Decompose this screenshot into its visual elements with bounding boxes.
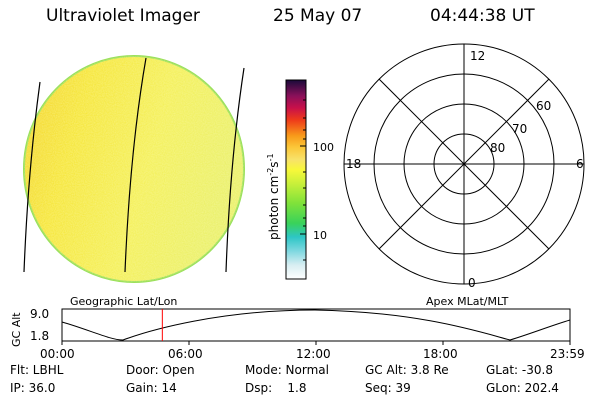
colorbar-tick-10: 10	[313, 229, 327, 242]
time-tick-1200: 12:00	[296, 347, 331, 361]
mode-info: Mode: Normal	[245, 363, 329, 377]
uv-disk-image	[23, 55, 245, 283]
time-tick-2359: 23:59	[550, 347, 585, 361]
orbit-timeline: Geographic Lat/Lon Apex MLat/MLT GC Alt …	[10, 295, 585, 361]
polar-plot	[343, 43, 585, 285]
seq-info: Seq: 39	[365, 381, 411, 395]
mlt-12-label: 12	[470, 49, 485, 63]
time-tick-0600: 06:00	[168, 347, 203, 361]
altitude-curve	[61, 309, 571, 341]
mlat-80-label: 80	[490, 141, 505, 155]
filter-info: Flt: LBHL	[10, 363, 64, 377]
date-label: 25 May 07	[273, 6, 363, 26]
mlt-18-label: 18	[346, 157, 361, 171]
colorbar-unit-label: photon cm-2s-1	[266, 153, 281, 240]
mlat-70-label: 70	[512, 122, 527, 136]
apex-caption: Apex MLat/MLT	[426, 295, 509, 308]
gc-alt-info: GC Alt: 3.8 Re	[365, 363, 449, 377]
dsp-info: Dsp: 1.8	[245, 381, 307, 395]
instrument-title: Ultraviolet Imager	[46, 6, 200, 26]
y-top-label: 9.0	[30, 307, 49, 321]
time-tick-1800: 18:00	[423, 347, 458, 361]
door-info: Door: Open	[126, 363, 195, 377]
ip-info: IP: 36.0	[10, 381, 56, 395]
colorbar-tick-100: 100	[313, 141, 334, 154]
geographic-grid-lines	[23, 57, 245, 273]
colorbar: 100 10 photon cm-2s-1	[266, 79, 334, 280]
glon-info: GLon: 202.4	[486, 381, 559, 395]
geo-caption: Geographic Lat/Lon	[70, 295, 177, 308]
y-bottom-label: 1.8	[30, 329, 49, 343]
time-label: 04:44:38 UT	[430, 6, 535, 26]
gc-alt-axis-label: GC Alt	[10, 312, 23, 347]
mlt-00-label: 0	[468, 276, 476, 290]
mlt-06-label: 6	[576, 157, 584, 171]
mlat-60-label: 60	[536, 99, 551, 113]
gain-info: Gain: 14	[126, 381, 177, 395]
glat-info: GLat: -30.8	[486, 363, 553, 377]
time-tick-0000: 00:00	[40, 347, 75, 361]
